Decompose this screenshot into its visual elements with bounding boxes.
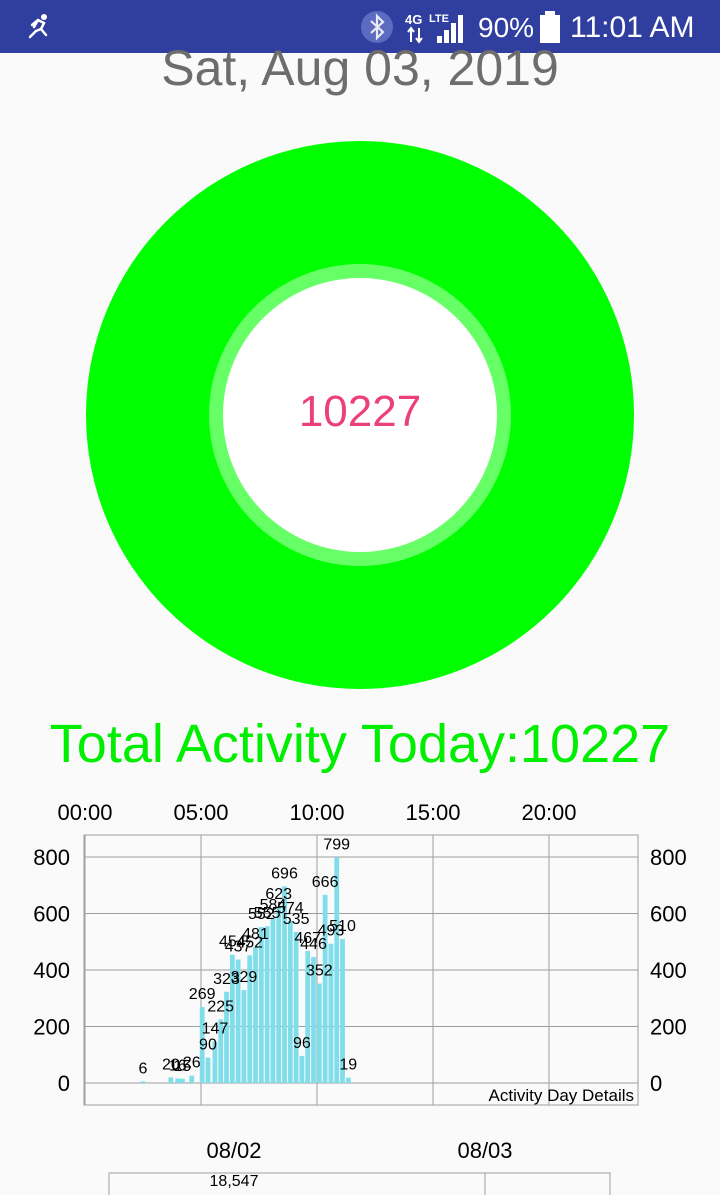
bar-value-label: 623: [265, 886, 292, 903]
lte-signal-icon: 4G LTE: [405, 12, 463, 44]
chart-bar: [287, 920, 293, 1083]
chart-bar: [276, 907, 282, 1083]
chart-bar: [270, 918, 276, 1083]
bar-value-label: 555: [254, 905, 281, 922]
activity-ring: [86, 141, 634, 689]
running-man-icon: [28, 14, 48, 39]
bar-value-label: 437: [225, 939, 252, 956]
chart-bar: [205, 1057, 211, 1083]
bar-value-label: 20: [162, 1056, 180, 1073]
y-tick-right: 200: [650, 1015, 687, 1040]
bar-value-label: 584: [260, 897, 287, 914]
chart-bar: [241, 990, 247, 1083]
x-tick-label: 00:00: [57, 800, 112, 825]
bar-value-label: 666: [312, 874, 339, 891]
x-tick-label: 15:00: [405, 800, 460, 825]
hourly-activity-chart[interactable]: 0 0 200 200 400 400 600 600 800 800 00:00 05:00 10:0…: [0, 790, 720, 1120]
bar-value-label: 6: [139, 1060, 148, 1077]
chart-bar: [311, 957, 316, 1083]
chart-bar: [305, 951, 311, 1083]
day-category-label: 08/02: [206, 1138, 261, 1163]
chart-bar: [175, 1078, 181, 1083]
chart-bar: [229, 954, 235, 1083]
bar-value-label: 323: [213, 971, 240, 988]
ring-center: [223, 278, 497, 552]
bar-value-label: 799: [323, 836, 350, 853]
y-tick-left: 0: [58, 1071, 70, 1096]
chart-bar: [282, 886, 287, 1083]
battery-percentage: 90%: [478, 12, 535, 43]
daily-activity-chart[interactable]: 08/02 08/03 18,547: [0, 1130, 720, 1195]
x-tick-label: 05:00: [173, 800, 228, 825]
chart-bar: [328, 943, 334, 1083]
status-bar: 4G LTE 90% 11:01 AM: [0, 0, 720, 53]
x-tick-label: 20:00: [521, 800, 576, 825]
bar-value-label: 493: [318, 923, 345, 940]
battery-icon: [540, 11, 560, 43]
chart-bar: [340, 938, 345, 1083]
bar-value-label: 446: [300, 936, 327, 953]
bar-value-label: 452: [236, 934, 263, 951]
chart-bar: [322, 894, 328, 1083]
bar-value-label: 329: [231, 969, 258, 986]
chart-bar: [218, 1019, 224, 1083]
chart-bar: [334, 857, 340, 1083]
y-tick-left: 200: [33, 1015, 70, 1040]
day-value-label: 18,547: [210, 1173, 259, 1190]
daily-frame: [108, 1172, 611, 1195]
bar-value-label: 19: [339, 1057, 357, 1074]
date-title: Sat, Aug 03, 2019: [161, 40, 559, 96]
bar-value-label: 696: [271, 865, 298, 882]
ring-center-value: 10227: [298, 387, 422, 436]
chart-bar: [199, 1007, 205, 1083]
bar-value-label: 15: [174, 1058, 192, 1075]
chart-bar: [253, 947, 258, 1083]
chart-description: Activity Day Details: [489, 1086, 634, 1105]
y-tick-right: 600: [650, 902, 687, 927]
day-category-label: 08/03: [457, 1138, 512, 1163]
chart-bar: [235, 959, 241, 1083]
bar-value-label: 574: [277, 900, 304, 917]
y-tick-right: 0: [650, 1071, 662, 1096]
chart-bar: [140, 1081, 146, 1083]
y-tick-right: 400: [650, 958, 687, 983]
bar-value-label: 467: [294, 930, 321, 947]
total-activity-label: Total Activity Today:10227: [49, 714, 671, 774]
bluetooth-icon: [361, 11, 393, 43]
chart-bar: [299, 1055, 305, 1083]
y-tick-left: 800: [33, 845, 70, 870]
status-clock: 11:01 AM: [570, 11, 695, 44]
chart-bar: [168, 1077, 174, 1083]
x-tick-label: 10:00: [289, 800, 344, 825]
chart-bar: [189, 1075, 195, 1083]
bar-value-label: 481: [242, 926, 269, 943]
bar-value-label: 16: [169, 1057, 187, 1074]
bar-value-label: 26: [183, 1055, 201, 1072]
bar-value-label: 147: [202, 1020, 229, 1037]
chart-bar: [212, 1041, 218, 1083]
y-tick-left: 400: [33, 958, 70, 983]
chart-bar: [224, 991, 229, 1083]
chart-bar: [247, 955, 253, 1083]
chart-bar: [180, 1078, 185, 1083]
bar-value-label: 352: [306, 963, 333, 980]
bar-value-label: 552: [248, 906, 275, 923]
svg-text:LTE: LTE: [429, 13, 449, 25]
bar-value-label: 510: [329, 918, 356, 935]
bar-value-label: 535: [283, 911, 310, 928]
chart-bar: [345, 1077, 351, 1083]
svg-text:4G: 4G: [405, 12, 422, 27]
bar-value-label: 269: [189, 986, 216, 1003]
y-tick-left: 600: [33, 902, 70, 927]
chart-bar: [316, 983, 322, 1083]
bar-value-label: 225: [207, 998, 234, 1015]
bar-value-label: 90: [199, 1037, 217, 1054]
chart-bar: [293, 931, 299, 1083]
chart-bar: [264, 926, 270, 1083]
chart-bar: [258, 927, 264, 1083]
bar-value-label: 96: [293, 1035, 311, 1052]
y-tick-right: 800: [650, 845, 687, 870]
bar-value-label: 454: [219, 934, 246, 951]
